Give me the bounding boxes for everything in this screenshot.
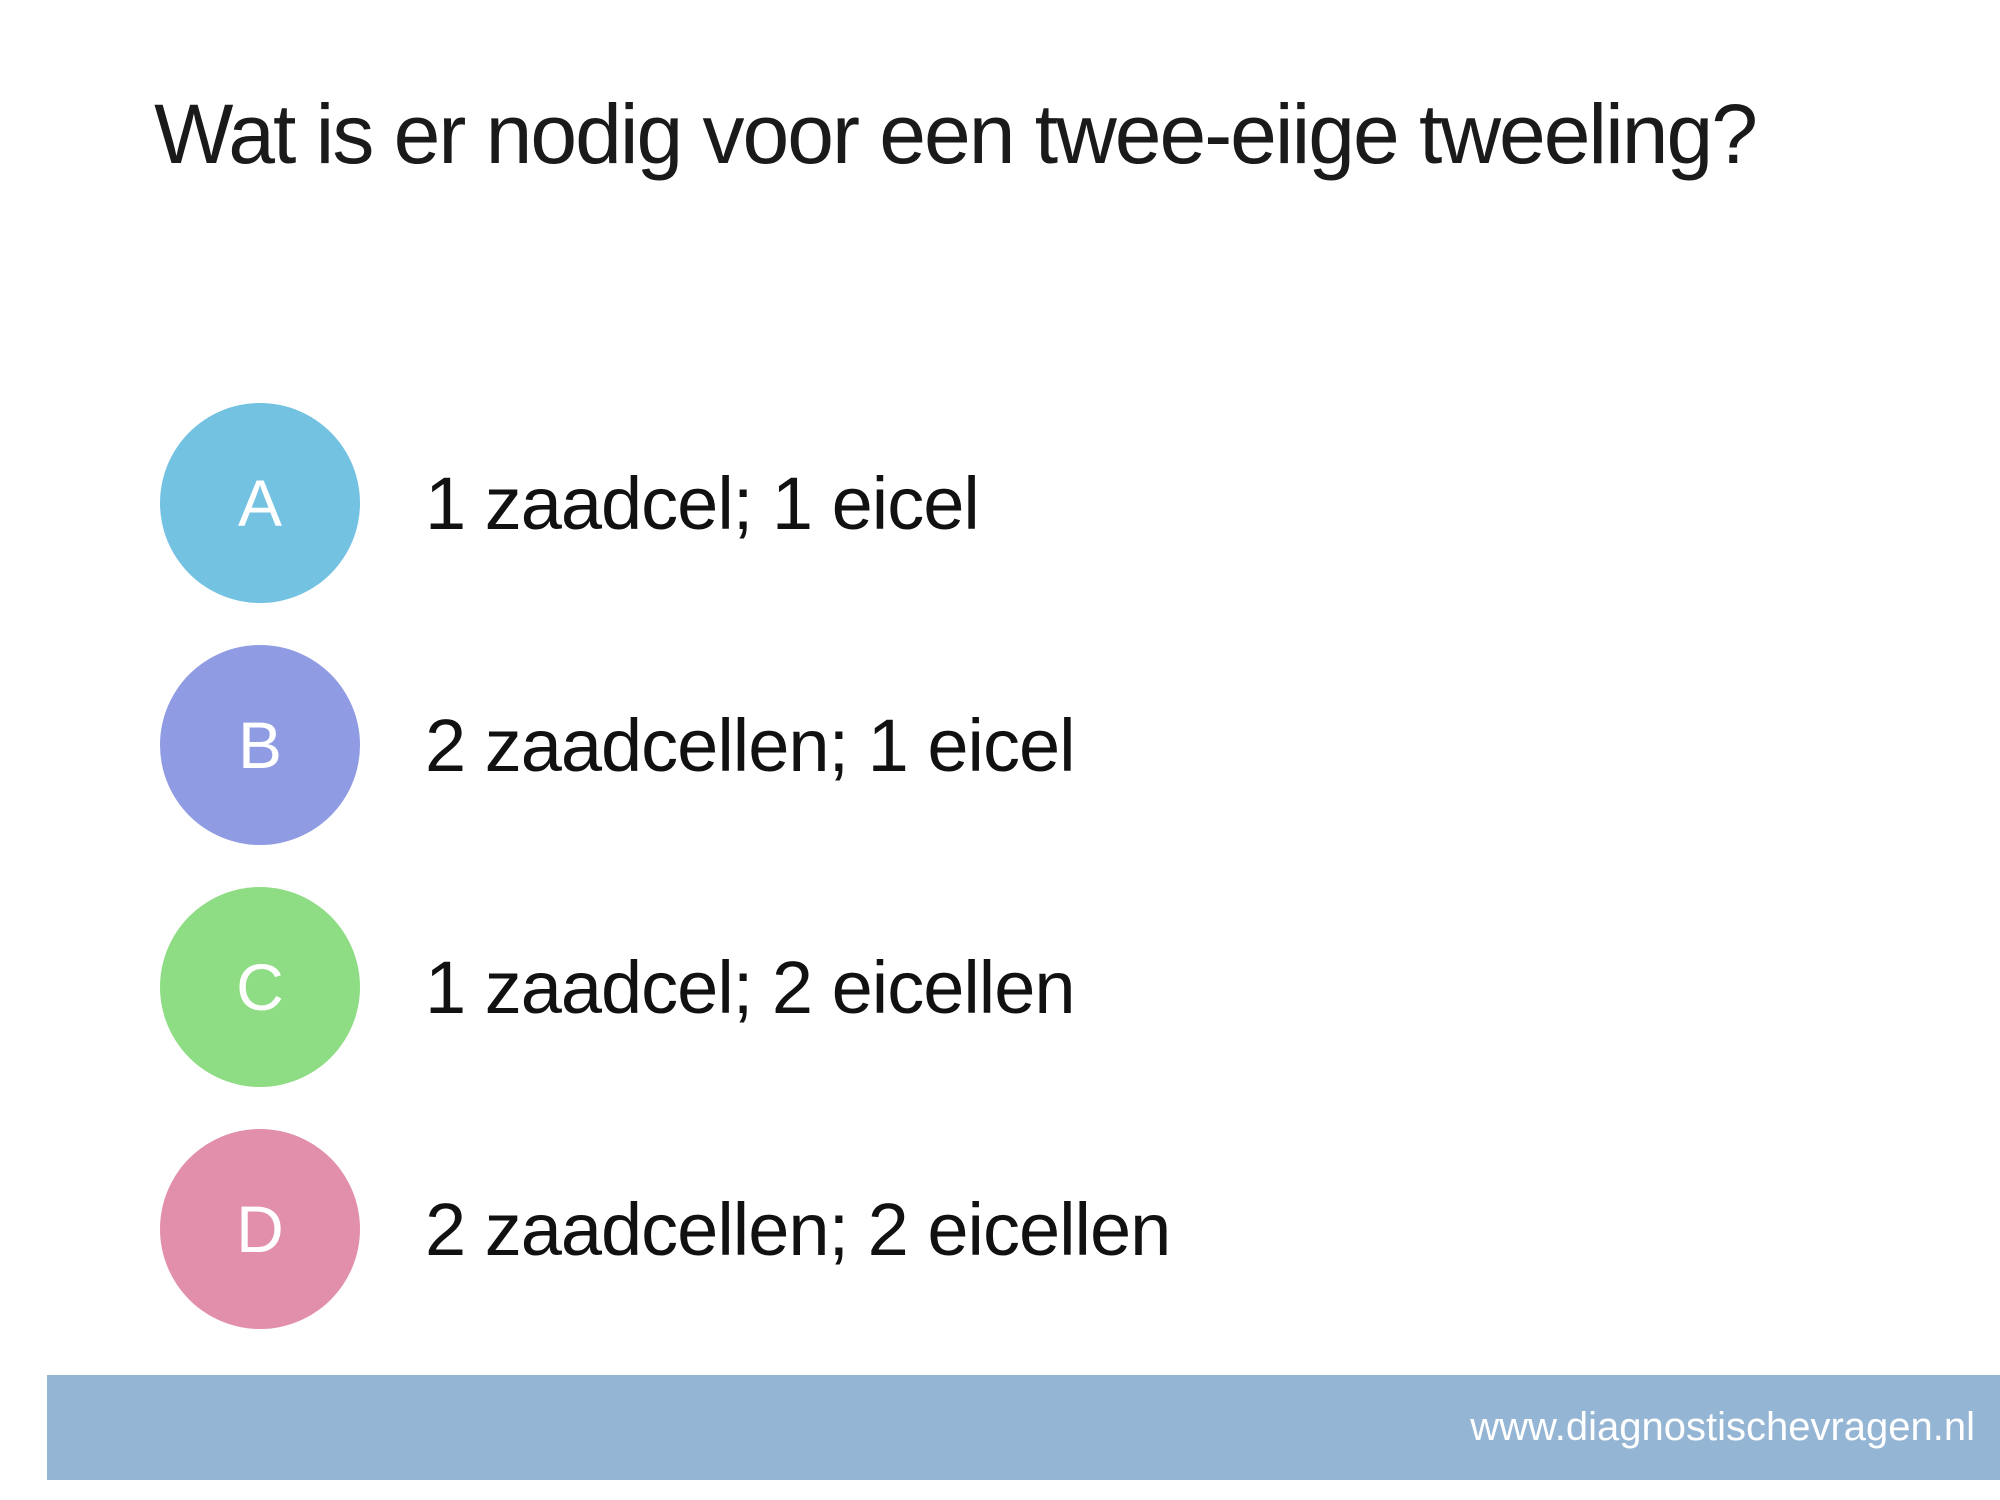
- answer-option-c[interactable]: C 1 zaadcel; 2 eicellen: [160, 887, 1170, 1087]
- answer-option-b[interactable]: B 2 zaadcellen; 1 eicel: [160, 645, 1170, 845]
- option-b-letter: B: [237, 708, 283, 782]
- footer-bar: www.diagnostischevragen.nl: [47, 1375, 2000, 1480]
- answer-options-list: A 1 zaadcel; 1 eicel B 2 zaadcellen; 1 e…: [160, 403, 1171, 1329]
- footer-url: www.diagnostischevragen.nl: [1470, 1405, 1975, 1449]
- option-b-circle[interactable]: B: [160, 645, 360, 845]
- option-d-letter: D: [236, 1192, 284, 1266]
- answer-option-d[interactable]: D 2 zaadcellen; 2 eicellen: [160, 1129, 1171, 1329]
- option-d-circle[interactable]: D: [160, 1129, 360, 1329]
- answer-option-a[interactable]: A 1 zaadcel; 1 eicel: [160, 403, 1170, 603]
- option-b-label: 2 zaadcellen; 1 eicel: [425, 703, 1076, 787]
- page-title: Wat is er nodig voor een twee-eiige twee…: [154, 87, 1758, 181]
- option-a-letter: A: [237, 466, 283, 540]
- option-c-label: 1 zaadcel; 2 eicellen: [425, 945, 1076, 1029]
- option-c-circle[interactable]: C: [160, 887, 360, 1087]
- option-d-label: 2 zaadcellen; 2 eicellen: [425, 1187, 1171, 1271]
- option-a-label: 1 zaadcel; 1 eicel: [425, 461, 980, 545]
- option-c-letter: C: [236, 950, 284, 1024]
- option-a-circle[interactable]: A: [160, 403, 360, 603]
